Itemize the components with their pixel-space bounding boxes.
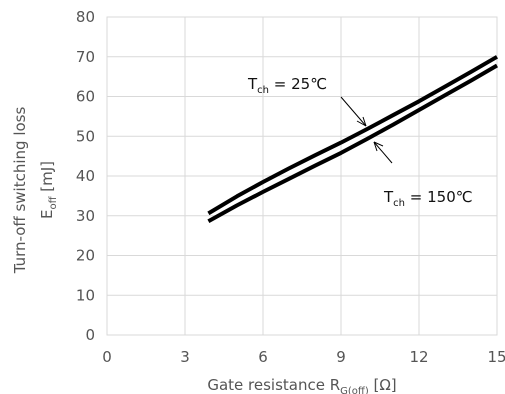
- arrow-25c: [340, 96, 367, 127]
- series-lines: [207, 55, 499, 224]
- x-tick-label: 0: [102, 348, 112, 366]
- series-label-25c: Tch = 25℃: [247, 75, 327, 96]
- y-tick-label: 30: [76, 207, 95, 225]
- series-label-150c: Tch = 150℃: [383, 188, 473, 209]
- y-tick-label: 20: [76, 247, 95, 265]
- x-tick-label: 3: [180, 348, 190, 366]
- y-tick-label: 10: [76, 286, 95, 304]
- series-line-0: [207, 55, 499, 216]
- x-tick-label: 15: [487, 348, 505, 366]
- y-tick-label: 0: [85, 326, 95, 344]
- y-tick-label: 40: [76, 167, 95, 185]
- x-tick-label: 9: [336, 348, 346, 366]
- y-axis-title: Turn-off switching loss: [11, 107, 29, 275]
- x-tick-label: 6: [258, 348, 268, 366]
- x-tick-label: 12: [409, 348, 428, 366]
- y-tick-label: 50: [76, 127, 95, 145]
- x-axis-title: Gate resistance RG(off) [Ω]: [207, 376, 396, 394]
- y-tick-label: 70: [76, 48, 95, 66]
- y-tick-label: 60: [76, 88, 95, 106]
- grid: [106, 16, 498, 336]
- arrow-150c: [373, 141, 393, 164]
- y-axis-quantity: Eoff [mJ]: [38, 161, 59, 219]
- arrow-25c-head: [356, 116, 367, 127]
- arrow-150c-head: [373, 141, 384, 152]
- y-tick-label: 80: [76, 8, 95, 26]
- plot-frame: [106, 16, 498, 336]
- tick-labels: 0 10 20 30 40 50 60 70 80 0 3 6 9 12 15: [76, 8, 505, 366]
- series-line-1: [207, 63, 499, 224]
